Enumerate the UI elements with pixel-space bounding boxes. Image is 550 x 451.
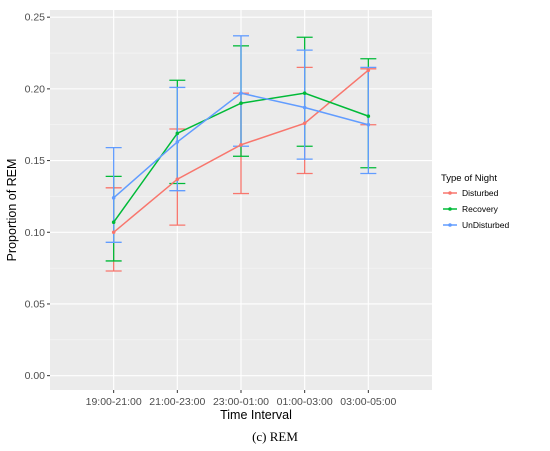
legend-key-point: [448, 207, 452, 211]
error-bar: [169, 86, 186, 192]
figure-caption: (c) REM: [252, 429, 298, 444]
error-bars: [105, 35, 377, 272]
x-tick-label: 19:00-21:00: [86, 396, 142, 408]
y-tick-label: 0.00: [25, 370, 46, 382]
x-tick-label: 23:00-01:00: [213, 396, 269, 408]
legend-label: Disturbed: [462, 188, 499, 198]
legend: Type of Night Disturbed Recovery UnDisturb…: [441, 173, 510, 230]
x-axis-title: Time Interval: [220, 408, 292, 422]
y-axis-title: Proportion of REM: [5, 159, 19, 262]
error-bar: [296, 49, 313, 160]
legend-key-point: [448, 191, 452, 195]
data-point: [111, 196, 116, 200]
legend-label: UnDisturbed: [462, 220, 510, 230]
data-point: [366, 122, 371, 127]
legend-title: Type of Night: [441, 173, 497, 184]
data-point: [175, 177, 180, 182]
data-point: [175, 131, 180, 136]
data-point: [239, 142, 243, 147]
data-point: [111, 230, 116, 235]
data-point: [111, 220, 116, 225]
legend-items: Disturbed Recovery UnDisturbed: [443, 188, 510, 230]
data-point: [366, 68, 371, 73]
legend-item-disturbed: Disturbed: [443, 188, 499, 198]
legend-label: Recovery: [462, 204, 499, 214]
y-tick-label: 0.25: [25, 12, 46, 24]
legend-item-undisturbed: UnDisturbed: [443, 220, 510, 230]
error-bar: [360, 66, 377, 175]
y-tick-label: 0.20: [25, 83, 46, 95]
y-tick-label: 0.15: [25, 155, 46, 167]
data-point: [239, 101, 243, 106]
legend-key-point: [448, 223, 452, 227]
y-tick-label: 0.10: [25, 227, 46, 239]
legend-item-recovery: Recovery: [443, 204, 499, 214]
y-axis-ticks: 0.00 0.05 0.10 0.15 0.20 0.25: [25, 12, 50, 382]
x-tick-label: 01:00-03:00: [277, 396, 333, 408]
x-axis-ticks: 19:00-21:00 21:00-23:00 23:00-01:00 01:00-0…: [86, 390, 397, 408]
data-point: [302, 91, 307, 95]
x-tick-label: 03:00-05:00: [340, 396, 396, 408]
data-point: [302, 105, 307, 110]
x-tick-label: 21:00-23:00: [149, 396, 205, 408]
data-point: [239, 91, 243, 95]
data-point: [175, 140, 180, 144]
error-bar: [105, 147, 122, 243]
data-point: [302, 121, 307, 126]
y-tick-label: 0.05: [25, 298, 46, 310]
data-point: [366, 114, 371, 118]
series-points: [111, 68, 371, 235]
